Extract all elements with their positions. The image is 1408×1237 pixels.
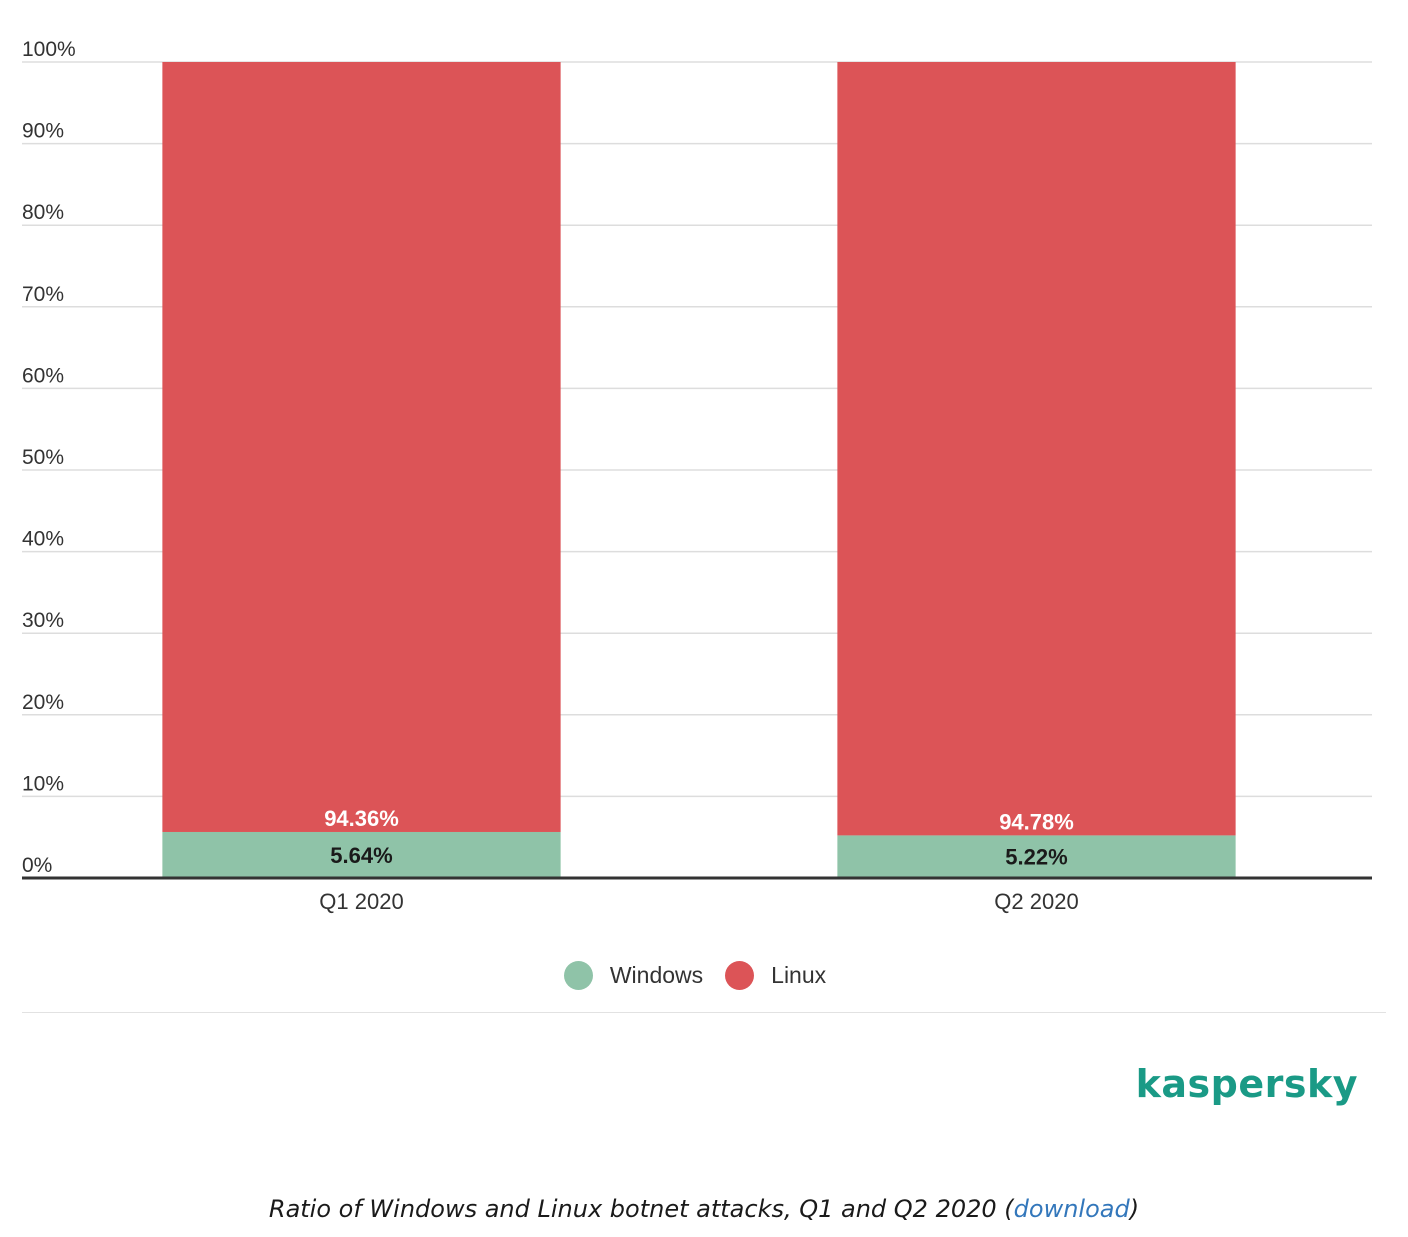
bar-windows-1 — [162, 831, 561, 878]
y-tick-label: 60% — [22, 364, 64, 387]
x-tick-label: Q1 2020 — [319, 889, 403, 914]
legend-item-windows[interactable]: Windows — [563, 960, 704, 990]
y-tick-label: 30% — [22, 609, 64, 632]
data-label-linux-1: 94.36% — [324, 806, 399, 831]
kaspersky-logo: kaspersky — [1135, 1062, 1358, 1106]
bar-windows-2 — [837, 835, 1236, 878]
bar-linux-1 — [162, 62, 561, 832]
legend-label-linux: Linux — [771, 961, 827, 988]
y-tick-label: 100% — [22, 38, 76, 61]
chart: 0% 10% 20% 30% 40% 50% 60% 70% 80% 90% 100% 5.64% 9… — [22, 38, 1372, 914]
y-tick-label: 20% — [22, 691, 64, 714]
y-tick-label: 10% — [22, 772, 64, 795]
y-tick-label: 40% — [22, 528, 64, 551]
x-axis-tick-labels: Q1 2020 Q2 2020 — [319, 889, 1078, 914]
caption-suffix: ) — [1129, 1195, 1140, 1223]
data-label-linux-2: 94.78% — [999, 809, 1074, 834]
caption-text: Ratio of Windows and Linux botnet attack… — [268, 1195, 1014, 1223]
legend-label-windows: Windows — [609, 961, 704, 988]
bar-linux-2 — [837, 62, 1236, 836]
data-label-windows-1: 5.64% — [330, 843, 392, 868]
download-link[interactable]: download — [1013, 1195, 1130, 1223]
divider — [22, 1012, 1386, 1013]
y-tick-label: 50% — [22, 446, 64, 469]
y-axis-tick-labels: 0% 10% 20% 30% 40% 50% 60% 70% 80% 90% 100% — [22, 38, 76, 877]
legend: Windows Linux — [0, 955, 1390, 995]
figure-caption: Ratio of Windows and Linux botnet attack… — [0, 1195, 1408, 1223]
legend-swatch-linux — [725, 960, 755, 990]
y-tick-label: 90% — [22, 120, 64, 143]
y-tick-label: 0% — [22, 854, 52, 877]
x-tick-label: Q2 2020 — [994, 889, 1078, 914]
y-tick-label: 80% — [22, 201, 64, 224]
bars: 5.64% 94.36% 5.22% 94.78% — [162, 62, 1236, 878]
legend-swatch-windows — [563, 960, 593, 990]
legend-item-linux[interactable]: Linux — [725, 960, 827, 990]
y-tick-label: 70% — [22, 283, 64, 306]
data-label-windows-2: 5.22% — [1005, 845, 1067, 870]
